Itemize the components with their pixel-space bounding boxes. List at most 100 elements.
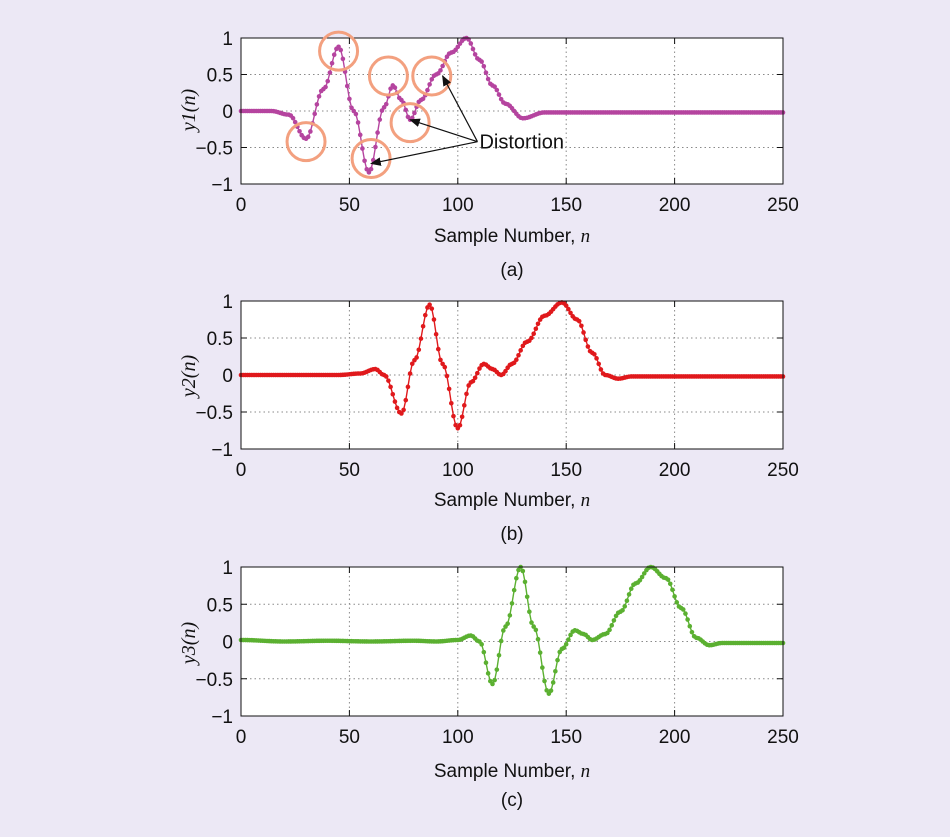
data-point-c [674,600,680,605]
data-point-c [624,598,630,603]
data-point-c [609,623,615,628]
x-axis-label-c: Sample Number, n [434,761,590,782]
data-point-a [368,166,374,172]
data-point-c [555,657,560,663]
data-point-b [503,368,508,374]
data-point-c [622,604,628,609]
distortion-circle [350,137,392,179]
data-point-a [429,77,435,82]
data-point-a [485,76,491,82]
data-point-a [440,63,445,69]
data-point-a [329,60,335,66]
ytick-label-b: −1 [211,440,233,461]
xtick-label-a: 250 [767,195,799,216]
data-point-b [401,407,406,413]
xtick-label-a: 0 [236,195,247,216]
data-point-c [611,618,617,623]
data-point-a [425,87,430,93]
data-point-c [568,632,573,638]
data-point-b [475,370,480,376]
x-axis-label-b: Sample Number, n [434,490,590,511]
data-point-c [550,680,556,685]
data-point-b [446,386,452,392]
data-point-b [403,397,409,403]
data-point-b [596,361,602,367]
data-point-c [507,613,513,618]
y-axis-label-a: y1(n) [178,89,200,134]
data-point-c [511,587,517,593]
data-point-b [516,352,521,358]
data-point-c [505,621,510,626]
annotation-arrow [409,118,478,143]
data-point-a [355,120,361,125]
data-point-a [340,56,346,62]
distortion-circle [318,30,360,72]
data-point-b [581,330,586,335]
series-markers-a [238,35,786,175]
data-point-a [314,102,320,107]
data-point-b [585,344,591,349]
data-point-c [490,681,495,687]
data-point-c [637,578,643,583]
data-point-c [527,609,532,614]
data-point-c [514,575,519,581]
chart-panel-a: y1(n) Sample Number, n (a) 10.50−0.5−10 5… [178,29,799,281]
ytick-label-b: 0.5 [207,329,233,350]
y-axis-label-b: y2(n) [178,355,200,400]
y-axis-label-c: y3(n) [178,622,200,667]
data-point-c [481,649,487,655]
data-point-c [520,568,526,574]
x-axis-label-a: Sample Number, n [434,226,590,247]
data-point-b [392,399,398,404]
data-point-a [297,129,302,134]
data-point-c [531,624,536,629]
data-point-c [533,627,539,633]
data-point-c [683,611,688,616]
data-point-b [438,357,443,363]
data-point-a [290,115,296,121]
data-point-a [412,110,417,116]
data-point-a [455,44,461,50]
xtick-label-c: 150 [550,727,582,748]
data-point-b [594,356,599,361]
data-point-a [323,84,328,90]
data-point-b [472,375,478,381]
data-point-b [457,422,463,428]
data-point-b [579,323,584,329]
data-point-a [292,119,298,125]
ytick-label-a: 0 [222,102,233,123]
distortion-circle [389,102,431,144]
ytick-label-c: −1 [211,707,233,728]
data-point-b [531,331,536,337]
chart-panel-b: y2(n) Sample Number, n (b) 10.50−0.5−10 5… [178,292,799,545]
data-point-c [522,579,528,585]
data-point-a [308,129,313,134]
data-point-b [427,302,432,308]
ytick-label-c: 1 [222,558,233,579]
xtick-label-b: 150 [550,460,582,481]
ytick-label-a: −0.5 [195,139,233,160]
data-point-a [420,96,426,102]
data-point-c [548,688,554,693]
data-point-c [553,669,558,674]
data-point-b [388,384,393,390]
data-point-b [535,321,541,327]
data-point-b [435,346,441,352]
data-point-c [498,638,504,644]
data-point-a [483,70,489,75]
series-markers-c [238,564,786,696]
data-point-c [485,671,491,676]
data-point-b [444,373,450,379]
data-point-c [639,574,645,580]
data-point-b [431,317,437,322]
data-point-a [470,46,476,52]
data-point-a [316,94,322,99]
data-point-a [362,158,367,164]
data-point-b [470,378,476,384]
ytick-label-c: −0.5 [195,670,233,691]
data-point-b [390,391,396,397]
axes-box-c [240,566,784,717]
distortion-circle [367,55,409,97]
xtick-label-c: 100 [442,727,474,748]
data-point-c [607,627,612,633]
